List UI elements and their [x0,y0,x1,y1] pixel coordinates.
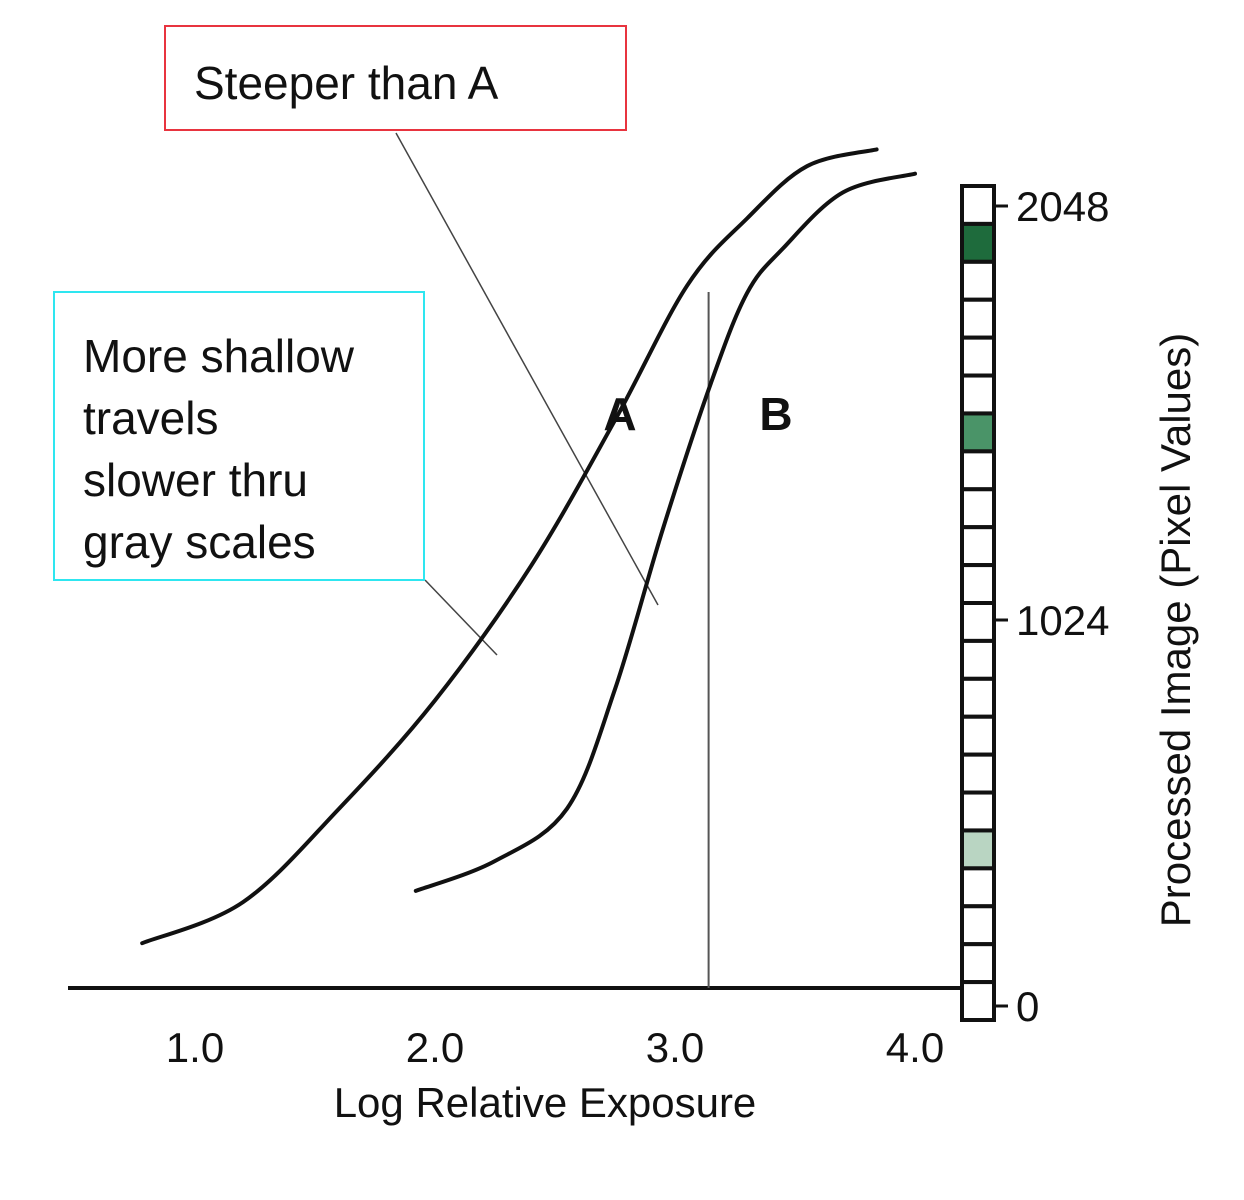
steeper-leader-line [395,132,659,606]
gray-scale-step [960,828,996,871]
gray-scale-step [960,487,996,530]
gray-scale-bar: 0 1024 2048 [960,183,1109,1030]
gray-scale-step [960,752,996,795]
gray-scale-step [960,449,996,492]
gray-scale-step [960,297,996,340]
gray-scale-step [960,335,996,378]
curve-label-a: A [603,388,636,440]
gray-scale-step [960,373,996,416]
shallow-callout-line-2: travels [83,392,219,444]
gray-scale-step [960,259,996,302]
steeper-callout: Steeper than A [164,25,627,131]
gray-scale-step [960,184,996,226]
y-axis-label: Processed Image (Pixel Values) [1152,333,1199,927]
gray-scale-step [960,904,996,947]
steeper-callout-text: Steeper than A [194,57,499,109]
curve-label-b: B [759,388,792,440]
callout-leader-lines [395,132,659,656]
curve-b [413,171,917,893]
x-axis-label: Log Relative Exposure [334,1079,757,1126]
shallow-leader-line [424,579,498,656]
y-tick-label: 0 [1016,983,1039,1030]
curve-a [140,147,879,946]
gray-scale-step [960,676,996,719]
gray-scale-step [960,411,996,454]
gray-scale-step [960,221,996,264]
gray-scale-step [960,563,996,605]
gray-scale-step [960,601,996,643]
shallow-callout-line-1: More shallow [83,330,354,382]
x-tick-label: 3.0 [646,1024,704,1071]
gray-scale-step [960,980,996,1022]
x-tick-label: 2.0 [406,1024,464,1071]
gray-scale-step [960,638,996,681]
y-tick-label: 2048 [1016,183,1109,230]
y-tick-label: 1024 [1016,597,1109,644]
x-tick-label: 4.0 [886,1024,944,1071]
gray-scale-step [960,525,996,568]
x-axis: 1.0 2.0 3.0 4.0 [68,986,960,1071]
gray-scale-step [960,714,996,757]
gray-scale-step [960,866,996,909]
shallow-callout-line-4: gray scales [83,516,316,568]
shallow-callout: More shallow travels slower thru gray sc… [53,291,425,581]
x-tick-label: 1.0 [166,1024,224,1071]
gray-scale-step [960,790,996,833]
shallow-callout-line-3: slower thru [83,454,308,506]
gray-scale-step [960,942,996,985]
